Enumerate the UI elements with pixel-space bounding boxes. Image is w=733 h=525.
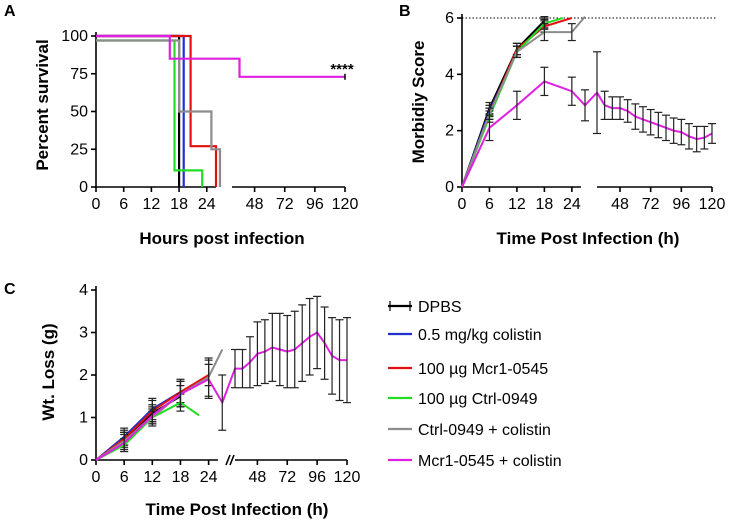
x-tick-label: 18 [535, 196, 553, 213]
legend-item: 100 µg Mcr1-0545 [388, 361, 548, 378]
survival-step-line [96, 34, 181, 187]
series-line [96, 34, 346, 80]
panel-a-plot: 0 25 50 75 100 0 6 12 18 24 48 72 96 120 [61, 28, 358, 213]
axis-break [225, 454, 231, 466]
series-line [96, 39, 222, 187]
y-tick-label: 25 [70, 141, 88, 158]
legend: DPBS 0.5 mg/kg colistin 100 µg Mcr1-0545… [388, 299, 562, 470]
y-tick-label: 75 [70, 66, 88, 83]
panel-b-xlabel: Time Post Infection (h) [497, 229, 680, 248]
x-tick-label: 48 [249, 469, 267, 486]
x-tick-label: 18 [170, 196, 188, 213]
panel-a-letter: A [4, 3, 16, 20]
series-path [461, 17, 563, 188]
x-tick-label: 120 [334, 469, 361, 486]
legend-label: 0.5 mg/kg colistin [418, 327, 542, 344]
x-tick-label: 24 [200, 469, 218, 486]
series-path [95, 331, 347, 461]
x-tick-label: 48 [246, 196, 264, 213]
x-tick-label: 96 [672, 196, 690, 213]
legend-item: Mcr1-0545 + colistin [388, 453, 562, 470]
legend-label: 100 µg Ctrl-0949 [418, 391, 538, 408]
y-tick-label: 2 [445, 123, 454, 140]
x-tick-label: 12 [508, 196, 526, 213]
y-tick-label: 3 [79, 325, 88, 342]
legend-item: DPBS [388, 299, 462, 316]
panel-a-ylabel: Percent survival [33, 39, 52, 170]
x-tick-label: 96 [308, 469, 326, 486]
y-tick-label: 1 [79, 410, 88, 427]
x-tick-label: 120 [332, 196, 359, 213]
x-tick-label: 96 [306, 196, 324, 213]
x-tick-label: 12 [142, 196, 160, 213]
panel-a-xlabel: Hours post infection [139, 229, 304, 248]
survival-step-line [96, 39, 204, 187]
x-tick-label: 0 [92, 196, 101, 213]
series-line [461, 51, 716, 188]
x-tick-label: 72 [276, 196, 294, 213]
series-line [461, 18, 549, 188]
legend-label: 100 µg Mcr1-0545 [418, 361, 548, 378]
x-tick-label: 72 [642, 196, 660, 213]
series-line [461, 17, 563, 188]
series-line [95, 380, 185, 461]
panel-a-significance: **** [330, 61, 354, 78]
x-tick-label: 12 [143, 469, 161, 486]
x-tick-label: 0 [92, 469, 101, 486]
x-tick-label: 6 [119, 196, 128, 213]
x-tick-label: 72 [278, 469, 296, 486]
y-tick-label: 0 [79, 452, 88, 469]
y-tick-label: 50 [70, 104, 88, 121]
legend-label: Mcr1-0545 + colistin [418, 453, 562, 470]
legend-item: 0.5 mg/kg colistin [388, 327, 542, 344]
y-tick-label: 100 [61, 28, 88, 45]
legend-label: DPBS [418, 299, 462, 316]
x-tick-label: 120 [699, 196, 726, 213]
x-tick-label: 6 [485, 196, 494, 213]
y-tick-label: 0 [445, 179, 454, 196]
x-tick-label: 6 [120, 469, 129, 486]
series-line [461, 15, 586, 188]
series-line [95, 295, 351, 461]
series-path [461, 80, 713, 188]
x-tick-label: 0 [458, 196, 467, 213]
survival-step-line [96, 39, 222, 187]
legend-label: Ctrl-0949 + colistin [418, 422, 551, 439]
legend-item: 100 µg Ctrl-0949 [388, 391, 538, 408]
panel-b-letter: B [399, 3, 411, 20]
y-tick-label: 6 [445, 10, 454, 27]
panel-c-letter: C [4, 281, 16, 298]
axis-break [229, 454, 235, 466]
y-tick-label: 4 [79, 282, 88, 299]
panel-c-ylabel: Wt. Loss (g) [39, 323, 58, 420]
x-tick-label: 18 [172, 469, 190, 486]
series-line [96, 34, 181, 187]
y-tick-label: 4 [445, 66, 454, 83]
y-tick-label: 0 [79, 179, 88, 196]
panel-c-xlabel: Time Post Infection (h) [146, 500, 329, 519]
legend-item: Ctrl-0949 + colistin [388, 422, 551, 439]
x-tick-label: 48 [611, 196, 629, 213]
x-tick-label: 24 [198, 196, 216, 213]
y-tick-label: 2 [79, 367, 88, 384]
x-tick-label: 24 [563, 196, 581, 213]
series-line [96, 39, 204, 187]
series-path [461, 15, 586, 188]
survival-step-line [96, 34, 345, 78]
panel-b-ylabel: Morbidiy Score [409, 41, 428, 164]
